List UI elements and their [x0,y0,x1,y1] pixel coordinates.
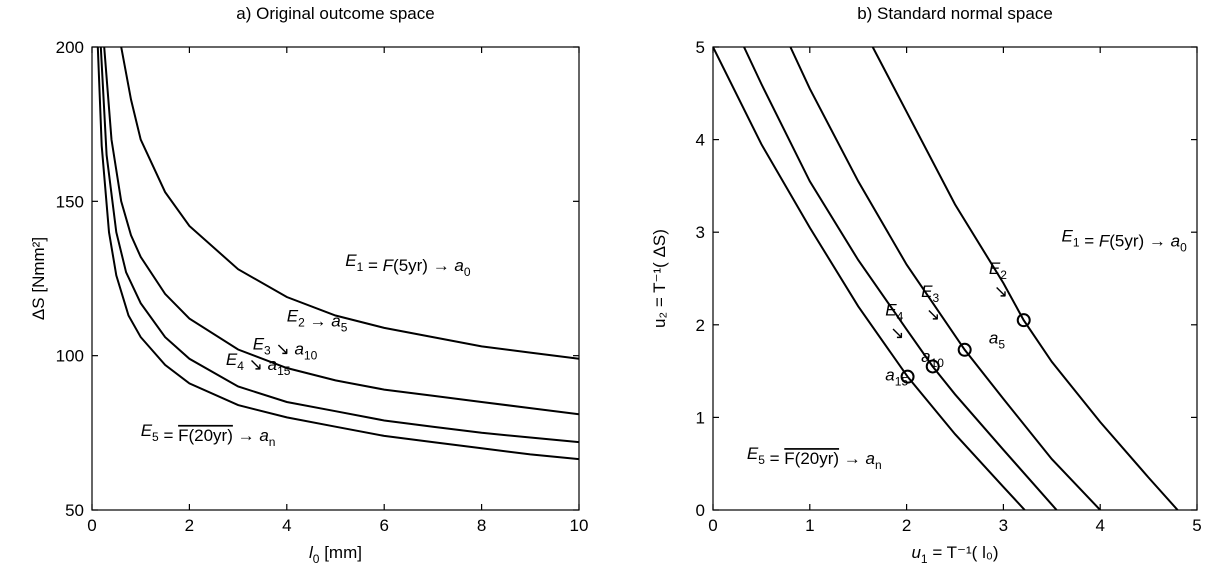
curve-annotation: E4 [885,301,903,324]
panel-a-chart: a) Original outcome space 0 2 4 6 8 10 50 100 150… [29,4,588,566]
curve-e3 [743,47,1058,510]
curve-annotation: E3 ↘ a10 [253,334,318,362]
curve-annotation: E1 = F(5yr) → a0 [1061,226,1187,254]
curve-annotation: E2 [989,259,1007,282]
y-tick-label: 200 [56,38,84,57]
curve-annotation: a15 [885,365,908,388]
y-tick-label: 100 [56,347,84,366]
chart-title: b) Standard normal space [857,4,1053,23]
curve-annotation: E4 ↘ a15 [226,350,291,378]
curve-e3 [99,47,579,444]
chart-title: a) Original outcome space [236,4,434,23]
curve-annotation: E3 [921,282,939,305]
curve-annotation: ↘ [926,305,940,324]
curve-annotation: a10 [921,347,944,370]
y-tick-label: 1 [696,408,705,427]
y-tick-label: 2 [696,316,705,335]
x-axis-label: l0 [mm] [309,543,362,566]
design-point-marker [957,342,972,357]
x-tick-label: 3 [999,516,1008,535]
y-axis-label: u₂ = T⁻¹( ΔS) [650,229,669,328]
curve-annotation: a5 [989,328,1005,351]
curve-annotation: E1 = F(5yr) → a0 [345,251,471,279]
y-tick-label: 4 [696,131,705,150]
x-axis-label: u1 = T⁻¹( l₀) [911,543,998,566]
x-tick-label: 4 [1095,516,1104,535]
x-tick-label: 5 [1192,516,1201,535]
y-tick-label: 150 [56,192,84,211]
x-tick-label: 6 [379,516,388,535]
x-tick-label: 0 [87,516,96,535]
curve-annotation: E5 = F(20yr) → an [747,444,882,472]
curve-e2 [103,47,579,416]
x-tick-label: 1 [805,516,814,535]
x-tick-label: 8 [477,516,486,535]
panel-b-chart: b) Standard normal space 0 1 2 3 4 5 0 1 2 3 4 5 u1 =… [650,4,1202,566]
curve-annotation: ↘ [994,282,1008,301]
curve-e4 [96,47,579,461]
design-point-marker [1016,313,1031,328]
y-tick-label: 50 [65,501,84,520]
x-tick-label: 2 [185,516,194,535]
x-tick-label: 4 [282,516,291,535]
curve-annotation: E5 = F(20yr) → an [141,421,276,449]
curve-e1 [871,47,1179,510]
curve-e2 [789,47,1101,510]
curve-annotation: ↘ [890,324,904,343]
design-point-marker [900,369,915,384]
plot-frame [91,46,580,511]
plot-frame [712,46,1198,511]
x-tick-label: 0 [708,516,717,535]
y-tick-label: 5 [696,38,705,57]
y-tick-label: 0 [696,501,705,520]
design-point-marker [925,359,940,374]
curve-e4 [713,47,1026,510]
y-axis-label: ΔS [Nmm²] [29,237,48,320]
curve-annotation: E2 → a5 [287,307,348,335]
y-tick-label: 3 [696,223,705,242]
x-tick-label: 10 [570,516,589,535]
curve-e1 [120,47,579,360]
x-tick-label: 2 [902,516,911,535]
